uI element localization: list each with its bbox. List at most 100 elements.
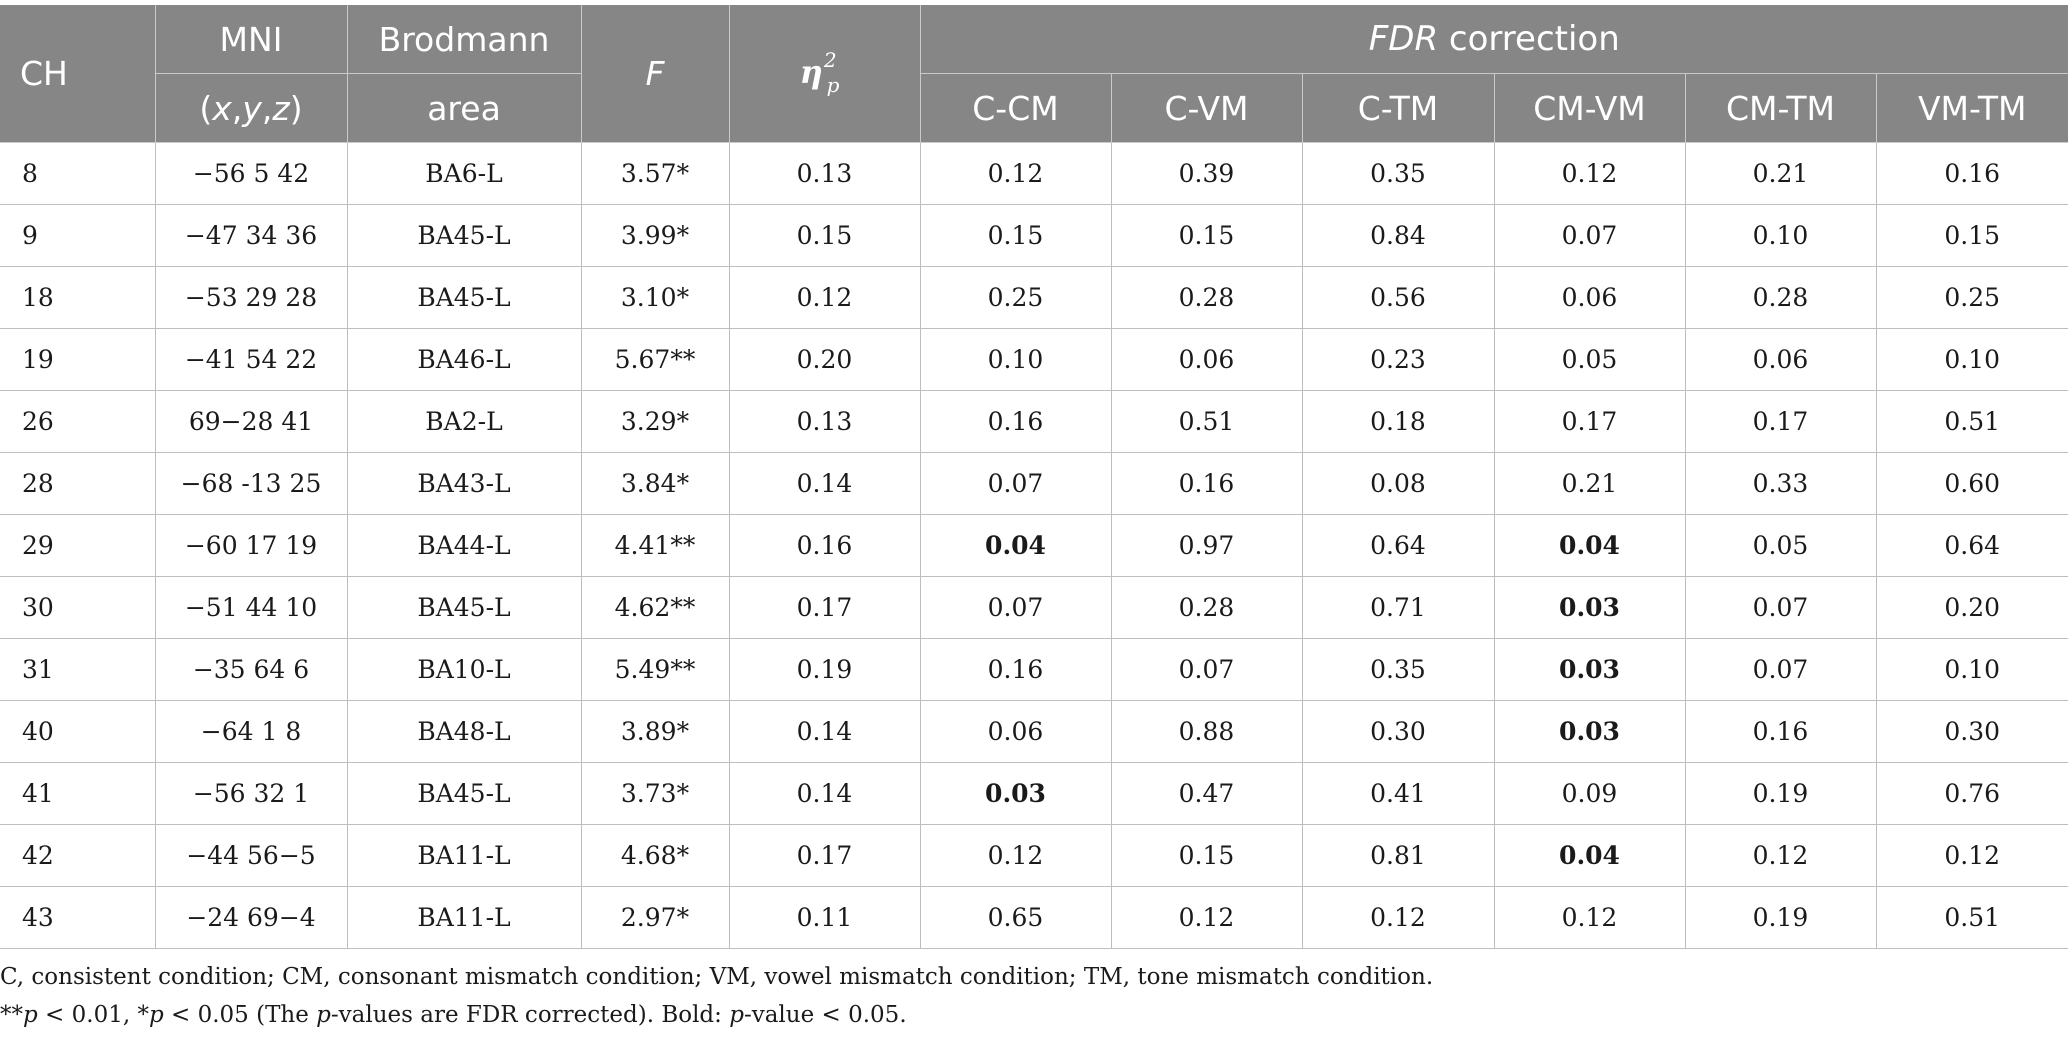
cell-fdr-p-value: 0.10 (1684, 204, 1876, 267)
header-comparison: CM-TM (1684, 73, 1876, 143)
cell-fdr-p-value: 0.30 (1875, 700, 2068, 763)
cell-fdr-p-value: 0.81 (1301, 824, 1494, 887)
results-table: CH MNI Brodmann F η2p FDR correction (x,… (0, 5, 2068, 949)
cell-mni: −44 56−5 (154, 824, 347, 887)
cell-brodmann-area: BA44-L (346, 514, 581, 577)
cell-mni: −56 5 42 (154, 142, 347, 205)
cell-fdr-p-value: 0.84 (1301, 204, 1494, 267)
cell-fdr-p-value: 0.07 (919, 452, 1111, 515)
cell-fdr-p-value: 0.12 (1684, 824, 1876, 887)
header-brodmann: Brodmann (346, 5, 581, 74)
cell-fdr-p-value: 0.21 (1493, 452, 1685, 515)
cell-fdr-p-value: 0.64 (1301, 514, 1494, 577)
table-body: 8 −56 5 42 BA6-L 3.57* 0.13 0.12 0.39 0.35 0.12 0… (0, 142, 2068, 949)
cell-f: 3.29* (580, 390, 729, 453)
cell-fdr-p-value: 0.97 (1110, 514, 1302, 577)
cell-fdr-p-value: 0.04 (1493, 824, 1685, 887)
cell-fdr-p-value: 0.51 (1110, 390, 1302, 453)
cell-mni: −68 -13 25 (154, 452, 347, 515)
cell-eta: 0.13 (728, 390, 920, 453)
cell-ch: 19 (0, 328, 155, 391)
cell-fdr-p-value: 0.12 (919, 142, 1111, 205)
cell-fdr-p-value: 0.09 (1493, 762, 1685, 825)
table-row: 18 −53 29 28 BA45-L 3.10* 0.12 0.25 0.28 0.56 0.… (0, 266, 2068, 329)
cell-fdr-p-value: 0.06 (919, 700, 1111, 763)
cell-mni: −41 54 22 (154, 328, 347, 391)
cell-brodmann-area: BA11-L (346, 824, 581, 887)
cell-fdr-p-value: 0.04 (1493, 514, 1685, 577)
cell-fdr-p-value: 0.17 (1493, 390, 1685, 453)
cell-fdr-p-value: 0.25 (919, 266, 1111, 329)
cell-brodmann-area: BA45-L (346, 576, 581, 639)
cell-fdr-p-value: 0.16 (1110, 452, 1302, 515)
cell-ch: 30 (0, 576, 155, 639)
cell-fdr-p-value: 0.05 (1684, 514, 1876, 577)
cell-brodmann-area: BA48-L (346, 700, 581, 763)
cell-fdr-p-value: 0.35 (1301, 638, 1494, 701)
cell-fdr-p-value: 0.18 (1301, 390, 1494, 453)
cell-eta: 0.15 (728, 204, 920, 267)
cell-fdr-p-value: 0.10 (1875, 328, 2068, 391)
table-row: 9 −47 34 36 BA45-L 3.99* 0.15 0.15 0.15 0.84 0.0… (0, 204, 2068, 267)
cell-fdr-p-value: 0.15 (919, 204, 1111, 267)
cell-fdr-p-value: 0.12 (919, 824, 1111, 887)
cell-fdr-p-value: 0.16 (1875, 142, 2068, 205)
cell-ch: 8 (0, 142, 155, 205)
header-comparison: C-CM (919, 73, 1111, 143)
cell-f: 2.97* (580, 886, 729, 949)
cell-fdr-p-value: 0.06 (1493, 266, 1685, 329)
header-fdr-italic: FDR (1368, 19, 1439, 59)
cell-fdr-p-value: 0.25 (1875, 266, 2068, 329)
cell-fdr-p-value: 0.71 (1301, 576, 1494, 639)
cell-fdr-p-value: 0.51 (1875, 886, 2068, 949)
cell-fdr-p-value: 0.12 (1493, 142, 1685, 205)
cell-eta: 0.14 (728, 452, 920, 515)
table-row: 40 −64 1 8 BA48-L 3.89* 0.14 0.06 0.88 0.30 0.03… (0, 700, 2068, 763)
cell-f: 3.10* (580, 266, 729, 329)
cell-fdr-p-value: 0.03 (919, 762, 1111, 825)
cell-ch: 9 (0, 204, 155, 267)
cell-eta: 0.11 (728, 886, 920, 949)
cell-fdr-p-value: 0.12 (1301, 886, 1494, 949)
cell-fdr-p-value: 0.33 (1684, 452, 1876, 515)
cell-ch: 18 (0, 266, 155, 329)
cell-eta: 0.14 (728, 700, 920, 763)
cell-brodmann-area: BA11-L (346, 886, 581, 949)
cell-ch: 28 (0, 452, 155, 515)
cell-fdr-p-value: 0.39 (1110, 142, 1302, 205)
cell-ch: 40 (0, 700, 155, 763)
cell-fdr-p-value: 0.28 (1110, 266, 1302, 329)
table-row: 19 −41 54 22 BA46-L 5.67** 0.20 0.10 0.06 0.23 0… (0, 328, 2068, 391)
table-row: 41 −56 32 1 BA45-L 3.73* 0.14 0.03 0.47 0.41 0.0… (0, 762, 2068, 825)
header-fdr-correction: FDR correction (919, 5, 2068, 74)
cell-f: 3.89* (580, 700, 729, 763)
cell-fdr-p-value: 0.06 (1684, 328, 1876, 391)
cell-fdr-p-value: 0.35 (1301, 142, 1494, 205)
table-row: 26 69−28 41 BA2-L 3.29* 0.13 0.16 0.51 0.18 0.17… (0, 390, 2068, 453)
eta-superscript: 2 (823, 48, 837, 73)
cell-fdr-p-value: 0.03 (1493, 576, 1685, 639)
cell-fdr-p-value: 0.19 (1684, 886, 1876, 949)
cell-fdr-p-value: 0.16 (1684, 700, 1876, 763)
cell-fdr-p-value: 0.07 (1684, 638, 1876, 701)
cell-fdr-p-value: 0.41 (1301, 762, 1494, 825)
cell-fdr-p-value: 0.07 (1110, 638, 1302, 701)
cell-fdr-p-value: 0.16 (919, 390, 1111, 453)
cell-fdr-p-value: 0.47 (1110, 762, 1302, 825)
note-abbreviations: C, consistent condition; CM, consonant m… (0, 964, 1434, 990)
cell-fdr-p-value: 0.17 (1684, 390, 1876, 453)
cell-f: 4.62** (580, 576, 729, 639)
cell-fdr-p-value: 0.30 (1301, 700, 1494, 763)
cell-brodmann-area: BA45-L (346, 204, 581, 267)
eta-symbol: η (799, 52, 823, 91)
header-comparison: VM-TM (1875, 73, 2068, 143)
cell-fdr-p-value: 0.20 (1875, 576, 2068, 639)
header-brodmann-area: area (346, 73, 581, 143)
cell-fdr-p-value: 0.10 (919, 328, 1111, 391)
table-row: 28 −68 -13 25 BA43-L 3.84* 0.14 0.07 0.16 0.08 0… (0, 452, 2068, 515)
cell-ch: 26 (0, 390, 155, 453)
cell-brodmann-area: BA10-L (346, 638, 581, 701)
cell-fdr-p-value: 0.28 (1110, 576, 1302, 639)
cell-f: 3.73* (580, 762, 729, 825)
cell-mni: −47 34 36 (154, 204, 347, 267)
